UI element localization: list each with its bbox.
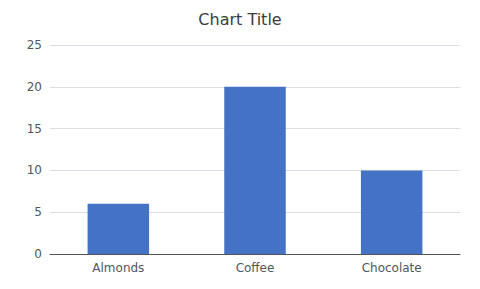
svg-text:Coffee: Coffee	[236, 261, 275, 275]
svg-text:25: 25	[27, 38, 42, 52]
svg-text:Chart Title: Chart Title	[198, 10, 281, 29]
svg-text:15: 15	[27, 122, 42, 136]
svg-text:Chocolate: Chocolate	[362, 261, 422, 275]
svg-text:0: 0	[34, 247, 42, 261]
svg-text:10: 10	[27, 163, 42, 177]
svg-text:Almonds: Almonds	[92, 261, 144, 275]
svg-text:5: 5	[34, 205, 42, 219]
svg-text:20: 20	[27, 80, 42, 94]
